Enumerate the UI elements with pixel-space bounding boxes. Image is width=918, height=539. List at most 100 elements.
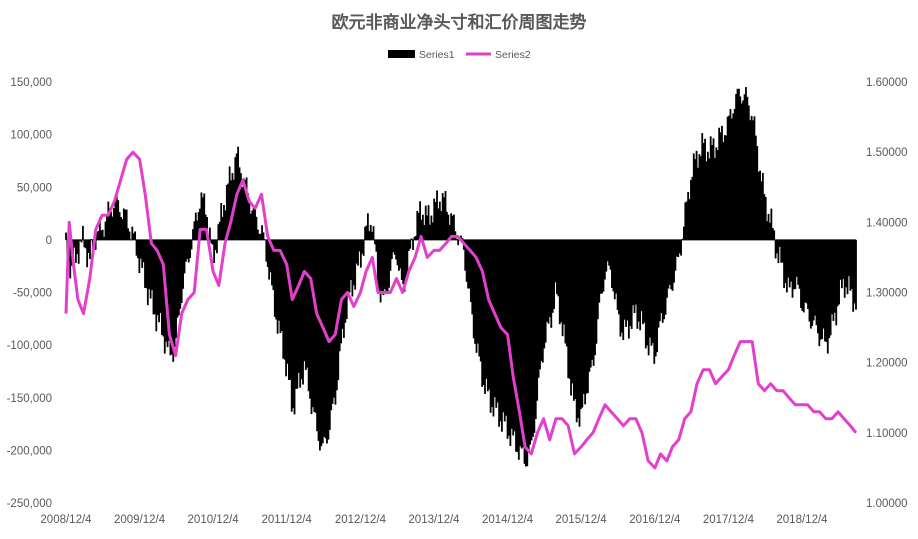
- series1-bar: [570, 239, 572, 396]
- series1-bar: [203, 193, 206, 240]
- series1-bar: [644, 239, 647, 349]
- series1-bar: [258, 233, 261, 240]
- series1-bar: [565, 239, 568, 347]
- series1-bar: [529, 239, 532, 445]
- series1-bar: [615, 239, 618, 294]
- series1-bar: [180, 239, 183, 304]
- series1-bar: [691, 176, 694, 240]
- series1-bar: [158, 239, 161, 323]
- series1-bar: [681, 238, 684, 240]
- series1-bar: [646, 239, 649, 346]
- series1-bar: [705, 161, 708, 240]
- series1-bar: [304, 239, 307, 370]
- series1-bar: [577, 239, 579, 418]
- series1-bar: [479, 239, 482, 362]
- series1-bar: [365, 225, 368, 240]
- series1-bar: [132, 233, 135, 240]
- series1-bar: [596, 239, 599, 320]
- series1-bar: [77, 239, 80, 264]
- series1-bar: [475, 239, 478, 353]
- series1-bar: [369, 224, 372, 240]
- series1-bar: [780, 239, 783, 263]
- series1-bar: [706, 151, 709, 240]
- series1-bar: [805, 239, 808, 304]
- series1-bar: [248, 203, 251, 240]
- series1-bar: [148, 239, 151, 290]
- series1-bar: [286, 239, 289, 364]
- series1-bar: [753, 116, 756, 240]
- series1-bar: [743, 94, 746, 240]
- series1-bar: [647, 239, 650, 356]
- series1-bar: [711, 145, 714, 240]
- series1-bar: [422, 214, 424, 240]
- series1-bar: [754, 135, 757, 240]
- series1-bar: [416, 210, 419, 240]
- series1-bar: [306, 239, 309, 368]
- series1-bar: [603, 239, 606, 280]
- series1-bar: [390, 239, 393, 260]
- series1-bar: [200, 192, 203, 240]
- series1-bar: [465, 239, 468, 282]
- series1-bar: [471, 239, 474, 315]
- series1-bar: [822, 239, 825, 329]
- series1-bar: [601, 239, 603, 294]
- series1-bar: [405, 239, 407, 282]
- series1-bar: [564, 239, 567, 344]
- series1-bar: [313, 239, 316, 412]
- series1-bar: [657, 239, 660, 328]
- series1-bar: [594, 239, 596, 356]
- series1-bar: [656, 239, 658, 353]
- series1-bar: [199, 208, 201, 240]
- series1-bar: [295, 239, 297, 389]
- series1-bar: [324, 239, 327, 439]
- series1-bar: [530, 239, 533, 441]
- series1-bar: [824, 239, 826, 342]
- series1-bar: [230, 180, 232, 240]
- left-tick-label: -150,000: [7, 393, 52, 405]
- series1-bar: [750, 115, 753, 240]
- series1-bar: [120, 217, 122, 240]
- series1-bar: [400, 239, 403, 280]
- series1-bar: [403, 239, 406, 292]
- series1-bar: [139, 239, 142, 259]
- x-tick-label: 2013/12/4: [408, 514, 460, 526]
- series1-bar: [378, 239, 381, 291]
- x-tick-label: 2012/12/4: [335, 514, 387, 526]
- series1-bar: [783, 239, 785, 289]
- series1-bar: [176, 239, 179, 318]
- series1-bar: [730, 118, 733, 240]
- series1-bar: [635, 239, 637, 305]
- series1-bar: [331, 239, 334, 404]
- series1-bar: [451, 215, 454, 240]
- series1-bar: [591, 239, 594, 360]
- series1-bar: [273, 239, 276, 317]
- series1-bar: [379, 239, 382, 303]
- series1-bar: [520, 239, 523, 449]
- right-tick-label: 1.00000: [866, 498, 908, 510]
- series1-bar: [661, 239, 664, 323]
- series1-bar: [122, 208, 125, 240]
- series1-bar: [835, 239, 838, 326]
- series1-bar: [687, 192, 690, 240]
- series1-bar: [746, 96, 749, 240]
- series1-bar: [623, 239, 626, 320]
- series1-bar: [793, 239, 795, 290]
- series1-bar: [374, 239, 376, 245]
- series1-bar: [612, 239, 615, 292]
- right-tick-label: 1.40000: [866, 217, 908, 229]
- series1-bar: [242, 178, 245, 240]
- series1-bar: [371, 231, 374, 240]
- series1-bar: [259, 233, 262, 240]
- series1-bar: [196, 220, 199, 240]
- series1-bar: [771, 227, 774, 240]
- series1-bar: [201, 197, 204, 240]
- series1-bar: [359, 239, 362, 268]
- series1-bar: [749, 120, 752, 240]
- series1-bar: [619, 239, 622, 337]
- series1-bar: [427, 205, 430, 240]
- series1-bar: [461, 238, 464, 240]
- left-tick-label: 50,000: [17, 182, 52, 194]
- x-tick-label: 2008/12/4: [40, 514, 92, 526]
- series1-bar: [747, 105, 750, 240]
- series1-bar: [216, 239, 218, 254]
